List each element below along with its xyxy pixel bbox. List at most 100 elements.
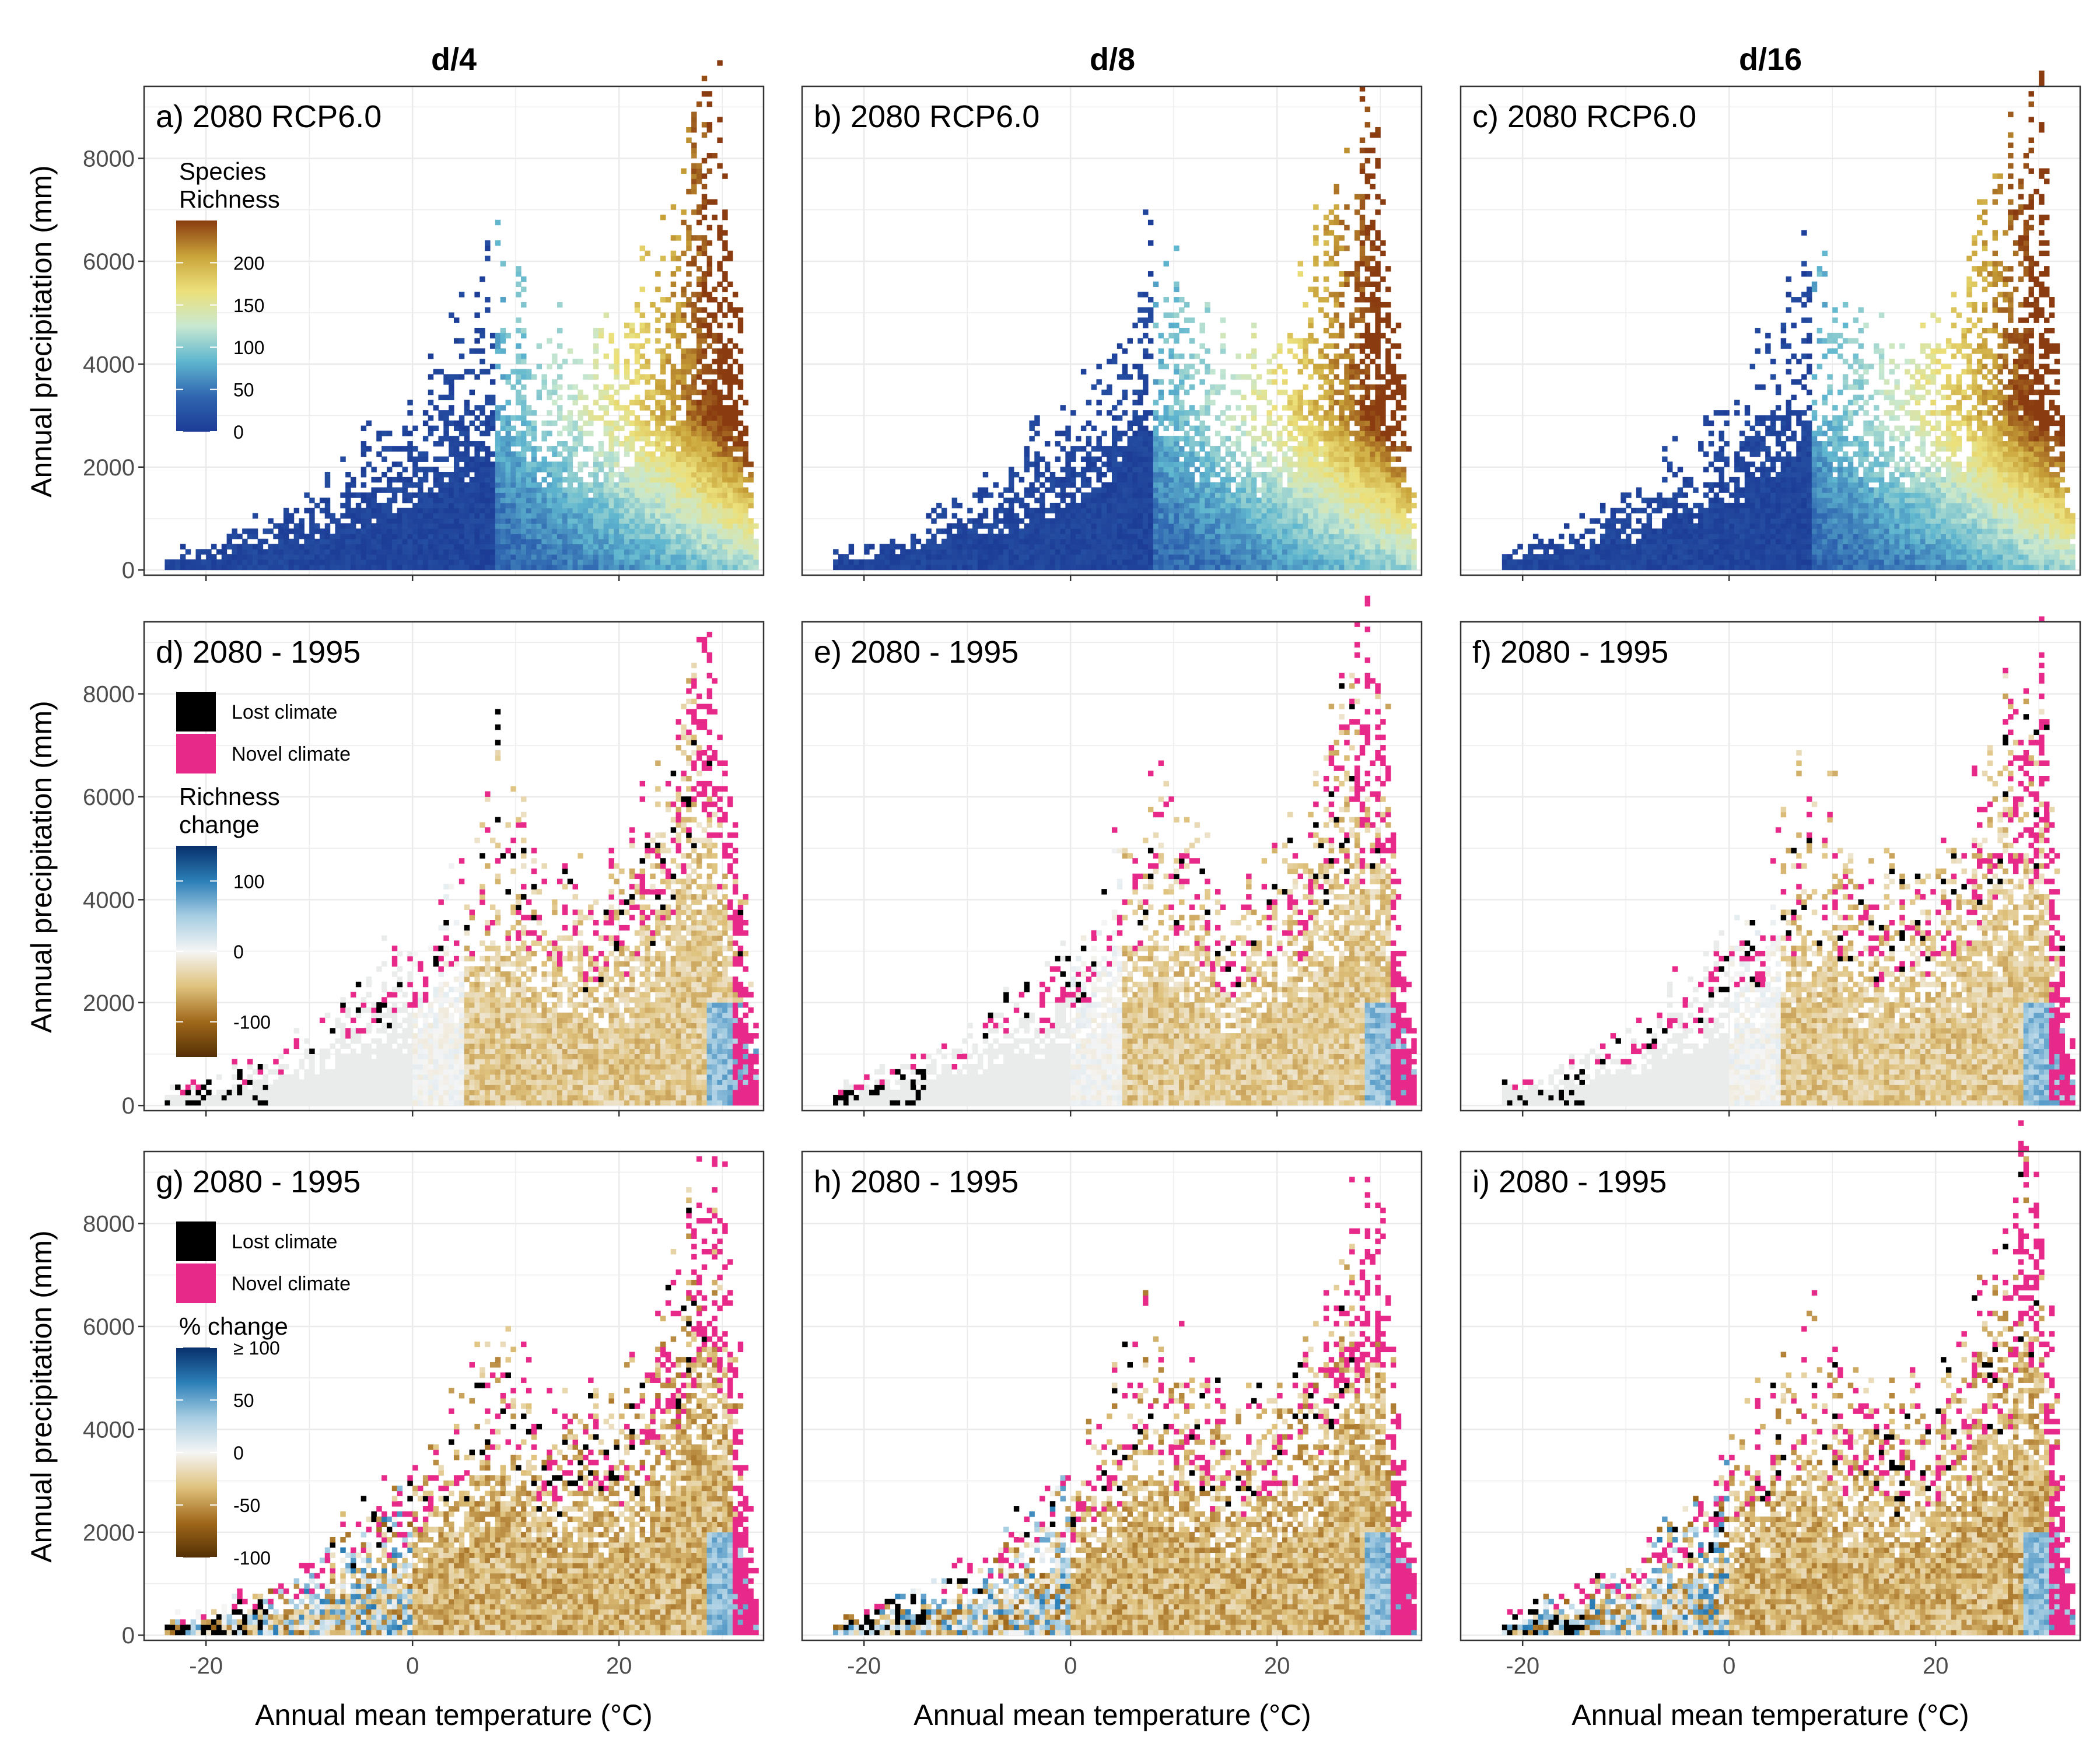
column-header-d4: d/4 — [431, 42, 477, 77]
y-tick-label: 2000 — [83, 991, 135, 1016]
panel-border — [1460, 621, 2081, 1112]
x-axis-title-col3: Annual mean temperature (°C) — [1572, 1699, 1969, 1731]
x-tick-label: -20 — [189, 1653, 223, 1679]
x-axis-title-col2: Annual mean temperature (°C) — [914, 1699, 1311, 1731]
panel-border — [143, 1150, 765, 1642]
legend-tick-label: 50 — [233, 1390, 254, 1411]
legend-colorbar — [176, 220, 217, 432]
legend-key-label: Lost climate — [232, 1231, 337, 1253]
x-tick-label: 20 — [1264, 1653, 1290, 1679]
x-tick-label: 20 — [606, 1653, 632, 1679]
x-tick-label: -20 — [847, 1653, 881, 1679]
y-tick-label: 8000 — [83, 681, 135, 707]
heatmap-cells — [164, 1156, 759, 1636]
y-tick-label: 8000 — [83, 146, 135, 172]
panel-1-3: c) 2080 RCP6.0 — [1460, 70, 2081, 581]
x-axis-title-col1: Annual mean temperature (°C) — [255, 1699, 652, 1731]
legend-title: Richness — [179, 783, 280, 810]
y-tick-label: 4000 — [83, 887, 135, 913]
panel-border — [1460, 85, 2081, 576]
panel-border — [143, 621, 765, 1112]
panel-border — [1460, 1150, 2081, 1642]
legend-tick-label: 0 — [233, 942, 244, 963]
y-tick-label: 0 — [122, 1623, 135, 1648]
y-axis-title-row3: Annual precipitation (mm) — [25, 1230, 58, 1563]
legend-tick-label: 200 — [233, 253, 264, 274]
heatmap-cells — [1502, 616, 2076, 1106]
panel-title: g) 2080 - 1995 — [156, 1164, 360, 1199]
panel-3-2: h) 2080 - 1995 -20 0 20 — [801, 1150, 1423, 1679]
heatmap-cells — [164, 632, 759, 1106]
panel-border — [801, 621, 1423, 1112]
column-header-d16: d/16 — [1739, 42, 1802, 77]
panel-title: c) 2080 RCP6.0 — [1472, 99, 1696, 134]
heatmap-cells — [1502, 70, 2076, 570]
panel-3-1: g) 2080 - 1995 -20 0 20 0 2000 4000 6000 8000 Los… — [83, 1150, 765, 1679]
legend-title: Species — [179, 158, 266, 185]
panel-title: i) 2080 - 1995 — [1472, 1164, 1667, 1199]
panel-1-2: b) 2080 RCP6.0 — [801, 85, 1423, 581]
legend-tick-label: 0 — [233, 422, 244, 443]
legend-key-label: Novel climate — [232, 743, 351, 765]
legend-tick-label: 0 — [233, 1443, 244, 1464]
legend-key-swatch — [176, 1264, 216, 1303]
panel-border — [801, 85, 1423, 576]
heatmap-cells — [164, 60, 759, 570]
y-tick-label: 6000 — [83, 249, 135, 275]
legend-tick-label: 150 — [233, 295, 264, 316]
y-tick-label: 4000 — [83, 352, 135, 377]
y-tick-label: 4000 — [83, 1417, 135, 1443]
column-header-d8: d/8 — [1090, 42, 1135, 77]
legend-key-swatch — [176, 692, 216, 732]
y-tick-label: 6000 — [83, 785, 135, 810]
gridlines — [1461, 1152, 2080, 1640]
y-tick-label: 0 — [122, 558, 135, 583]
y-tick-label: 8000 — [83, 1211, 135, 1237]
y-axis-title-row1: Annual precipitation (mm) — [25, 165, 58, 498]
panel-title: h) 2080 - 1995 — [814, 1164, 1019, 1199]
panel-title: f) 2080 - 1995 — [1472, 635, 1668, 670]
legend-tick-label: ≥ 100 — [233, 1338, 280, 1359]
legend-tick-label: -100 — [233, 1012, 271, 1033]
panel-border — [801, 1150, 1423, 1642]
legend-title: change — [179, 811, 260, 838]
legend-tick-label: 50 — [233, 380, 254, 401]
panel-title: d) 2080 - 1995 — [156, 635, 360, 670]
x-tick-label: 0 — [1064, 1653, 1077, 1679]
heatmap-cells — [833, 596, 1417, 1106]
panel-title: a) 2080 RCP6.0 — [156, 99, 382, 134]
legend-title: Richness — [179, 186, 280, 213]
legend-key-swatch — [176, 734, 216, 774]
x-tick-label: 0 — [1723, 1653, 1735, 1679]
panel-border — [143, 85, 765, 576]
legend-key-label: Novel climate — [232, 1273, 351, 1295]
y-tick-label: 2000 — [83, 455, 135, 481]
x-tick-label: 20 — [1923, 1653, 1949, 1679]
heatmap-cells — [833, 1177, 1417, 1636]
panel-3-3: i) 2080 - 1995 -20 0 20 — [1460, 1120, 2081, 1679]
legend-tick-label: 100 — [233, 871, 264, 892]
x-tick-label: 0 — [406, 1653, 419, 1679]
y-axis-title-row2: Annual precipitation (mm) — [25, 701, 58, 1033]
panel-title: b) 2080 RCP6.0 — [814, 99, 1040, 134]
panel-2-3: f) 2080 - 1995 — [1460, 616, 2081, 1116]
legend-title: % change — [179, 1312, 288, 1340]
panel-2-2: e) 2080 - 1995 — [801, 596, 1423, 1116]
legend-tick-label: -50 — [233, 1495, 260, 1516]
heatmap-cells — [833, 86, 1417, 570]
legend-tick-label: 100 — [233, 337, 264, 358]
panel-2-1: d) 2080 - 1995 0 2000 4000 6000 8000 Lost clim… — [83, 621, 765, 1119]
heatmap-cells — [1502, 1120, 2076, 1636]
y-tick-label: 2000 — [83, 1520, 135, 1546]
legend-key-swatch — [176, 1222, 216, 1261]
legend-key-label: Lost climate — [232, 701, 337, 723]
x-tick-label: -20 — [1506, 1653, 1539, 1679]
y-tick-label: 6000 — [83, 1314, 135, 1340]
legend: Lost climate Novel climate % change≥ 100 50… — [176, 1222, 351, 1569]
panel-title: e) 2080 - 1995 — [814, 635, 1019, 670]
